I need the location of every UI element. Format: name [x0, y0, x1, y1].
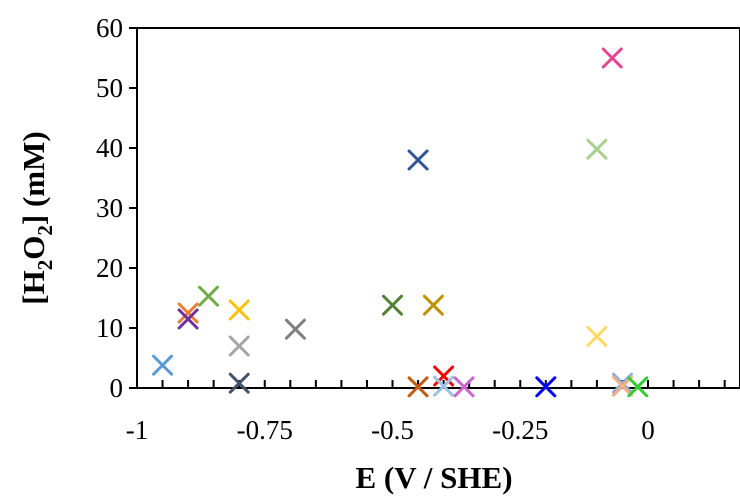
data-point-marker — [228, 299, 250, 321]
y-tick-label: 50 — [96, 73, 123, 103]
y-tick-label: 0 — [110, 373, 124, 403]
marker-stroke — [407, 376, 429, 398]
data-point-marker — [228, 335, 250, 357]
marker-stroke — [535, 376, 557, 398]
marker-stroke — [627, 376, 649, 398]
x-tick-label: -1 — [126, 415, 149, 445]
tick-labels: -1 -0.75 -0.5 -0.25 0 0 10 20 30 40 50 60 — [96, 13, 655, 445]
data-point-marker — [535, 376, 557, 398]
marker-stroke — [433, 375, 455, 397]
data-point-marker — [284, 318, 306, 340]
y-tick-label: 30 — [96, 193, 123, 223]
data-point-marker — [407, 149, 429, 171]
marker-stroke — [601, 47, 623, 69]
data-point-marker — [407, 376, 429, 398]
marker-stroke — [382, 294, 404, 316]
marker-stroke — [453, 376, 475, 398]
data-point-marker — [453, 376, 475, 398]
plot-frame — [136, 27, 740, 389]
y-axis-title-subscript: 2 — [33, 260, 57, 271]
x-tick-label: -0.75 — [237, 415, 293, 445]
marker-stroke — [422, 294, 444, 316]
marker-stroke — [586, 325, 608, 347]
marker-stroke — [228, 335, 250, 357]
marker-stroke — [284, 318, 306, 340]
marker-stroke — [177, 308, 199, 330]
marker-stroke — [198, 285, 220, 307]
data-markers — [152, 47, 649, 398]
y-tick-label: 60 — [96, 13, 123, 43]
axis-ticks — [129, 27, 726, 389]
data-point-marker — [601, 47, 623, 69]
y-axis-title-part: O — [16, 236, 51, 260]
data-point-marker — [382, 294, 404, 316]
marker-stroke — [228, 372, 250, 394]
data-point-marker — [177, 308, 199, 330]
data-point-marker — [627, 376, 649, 398]
x-tick-label: -0.25 — [492, 415, 548, 445]
data-point-marker — [422, 294, 444, 316]
marker-stroke — [611, 375, 633, 397]
data-point-marker — [611, 375, 633, 397]
y-tick-label: 40 — [96, 133, 123, 163]
data-point-marker — [586, 138, 608, 160]
x-tick-label: -0.5 — [371, 415, 414, 445]
y-tick-label: 10 — [96, 313, 123, 343]
data-point-marker — [433, 375, 455, 397]
x-tick-label: 0 — [641, 415, 655, 445]
marker-stroke — [586, 138, 608, 160]
x-axis-title: E (V / SHE) — [355, 460, 512, 495]
data-point-marker — [198, 285, 220, 307]
marker-stroke — [407, 149, 429, 171]
y-tick-label: 20 — [96, 253, 123, 283]
data-point-marker — [177, 302, 199, 324]
marker-stroke — [177, 302, 199, 324]
data-point-marker — [586, 325, 608, 347]
data-point-marker — [152, 354, 174, 376]
plot-area — [136, 27, 740, 389]
y-axis-title-subscript: 2 — [33, 225, 57, 236]
y-axis-title: [H2O2] (mM) — [16, 131, 57, 304]
marker-stroke — [228, 299, 250, 321]
y-axis-title-part: ] (mM) — [16, 131, 51, 225]
marker-stroke — [152, 354, 174, 376]
data-point-marker — [228, 372, 250, 394]
y-axis-title-part: [H — [16, 270, 51, 304]
